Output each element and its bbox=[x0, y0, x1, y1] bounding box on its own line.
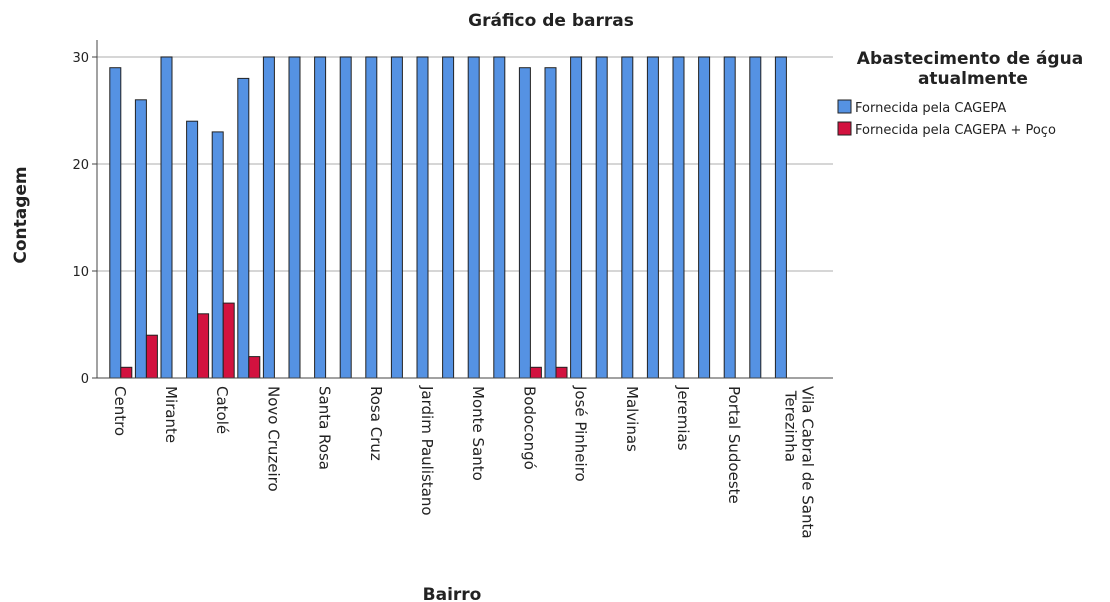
bar bbox=[134, 99, 147, 379]
bar bbox=[442, 56, 455, 379]
bar bbox=[120, 366, 133, 379]
bar bbox=[365, 56, 378, 379]
bar bbox=[749, 56, 762, 379]
bar bbox=[723, 56, 736, 379]
x-tick-label: Jeremias bbox=[674, 385, 692, 451]
bar bbox=[467, 56, 480, 379]
bar bbox=[339, 56, 352, 379]
bar bbox=[493, 56, 506, 379]
x-tick-label: José Pinheiro bbox=[572, 385, 590, 482]
y-tick-label: 0 bbox=[81, 372, 89, 387]
y-axis-label: Contagem bbox=[11, 166, 31, 263]
bar bbox=[145, 334, 158, 379]
bar bbox=[248, 356, 261, 379]
x-axis-label: Bairro bbox=[423, 585, 482, 602]
bar bbox=[262, 56, 275, 379]
bar bbox=[698, 56, 711, 379]
legend-label: Fornecida pela CAGEPA + Poço bbox=[855, 123, 1056, 138]
bar bbox=[237, 77, 250, 379]
bar bbox=[160, 56, 173, 379]
bar bbox=[314, 56, 327, 379]
bar bbox=[222, 302, 235, 379]
y-tick-label: 20 bbox=[72, 158, 89, 173]
x-tick-label: Mirante bbox=[162, 386, 180, 443]
bar bbox=[197, 313, 210, 379]
bar bbox=[529, 366, 542, 379]
legend-title: Abastecimento de água atualmente bbox=[857, 49, 1083, 89]
x-tick-label: Catolé bbox=[213, 386, 231, 434]
x-tick-label: Santa Rosa bbox=[316, 386, 334, 470]
bar bbox=[646, 56, 659, 379]
y-tick-label: 30 bbox=[72, 51, 89, 66]
bar bbox=[109, 67, 122, 379]
x-tick-label: Monte Santo bbox=[469, 386, 487, 481]
y-tick-label: 10 bbox=[72, 265, 89, 280]
bar bbox=[186, 120, 199, 379]
bar bbox=[595, 56, 608, 379]
bar bbox=[774, 56, 787, 379]
bar bbox=[672, 56, 685, 379]
legend-swatch bbox=[837, 121, 852, 136]
bar bbox=[570, 56, 583, 379]
x-tick-label: Novo Cruzeiro bbox=[264, 386, 282, 492]
x-tick-label: Jardim Paulistano bbox=[418, 385, 436, 516]
bar bbox=[390, 56, 403, 379]
legend-swatch bbox=[837, 99, 852, 114]
bar bbox=[416, 56, 429, 379]
legend-label: Fornecida pela CAGEPA bbox=[855, 101, 1006, 116]
x-tick-label: Bodocongó bbox=[520, 386, 538, 470]
bar bbox=[544, 67, 557, 379]
bar bbox=[518, 67, 531, 379]
x-tick-label: Rosa Cruz bbox=[367, 386, 385, 461]
x-tick-label: Centro bbox=[111, 386, 129, 436]
x-tick-label: Malvinas bbox=[623, 386, 641, 452]
bar bbox=[555, 366, 568, 379]
bar bbox=[288, 56, 301, 379]
bar bbox=[211, 131, 224, 379]
x-tick-label: Vila Cabral de Santa Terezinha bbox=[781, 386, 816, 539]
x-tick-label: Portal Sudoeste bbox=[725, 386, 743, 504]
chart-title: Gráfico de barras bbox=[468, 11, 634, 31]
bar bbox=[621, 56, 634, 379]
